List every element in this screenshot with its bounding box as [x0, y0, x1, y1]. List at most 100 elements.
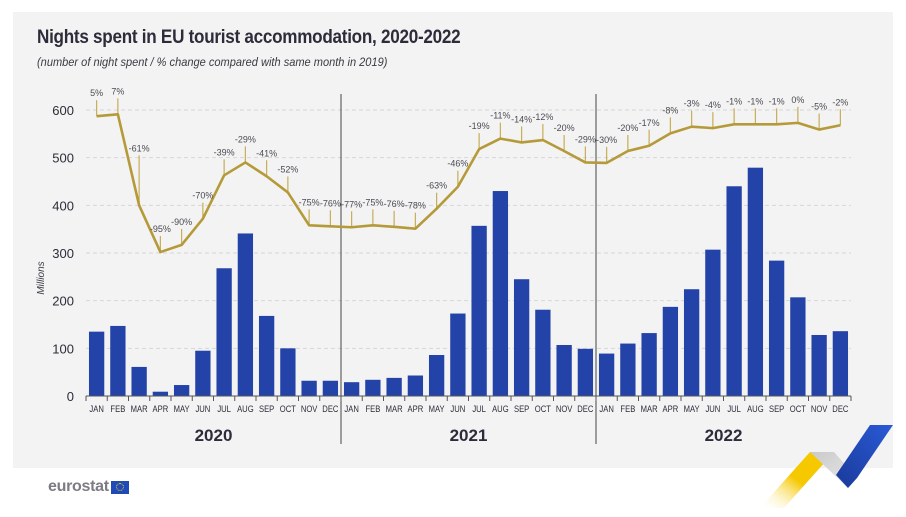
x-tick-label: DEC [832, 403, 848, 414]
y-axis-ticks: 0 100 200 300 400 500 600 [52, 103, 74, 404]
bar [428, 355, 445, 396]
x-tick-label: SEP [514, 403, 530, 414]
line-data-label: -12% [532, 112, 553, 122]
bar [450, 313, 466, 396]
yellow-stripe [760, 452, 834, 508]
y-tick-label: 0 [67, 389, 74, 404]
trend-line [96, 112, 841, 254]
x-axis: JAN FEB MAR APR MAY JUN JUL AUG SEP OCT NOV DEC JAN F… [85, 395, 852, 414]
line-data-label: -11% [490, 111, 510, 121]
x-tick-label: MAY [684, 403, 700, 414]
x-tick-label: NOV [556, 403, 573, 414]
line-data-label: -4% [705, 100, 721, 110]
x-tick-label: JUL [727, 403, 741, 414]
bar [513, 279, 530, 396]
line-data-label: -75% [362, 197, 383, 207]
line-data-label: 7% [111, 86, 124, 96]
line-data-label: -17% [639, 118, 660, 128]
line-data-label: -77% [341, 199, 362, 209]
line-data-label: -76% [384, 199, 405, 209]
x-tick-label: OCT [790, 403, 806, 414]
line-data-label: -14% [511, 114, 532, 124]
bar [768, 260, 785, 396]
x-tick-label: APR [408, 403, 424, 414]
x-tick-label: JUN [195, 403, 210, 414]
x-tick-label: JAN [89, 403, 103, 414]
line-data-label: -30% [596, 135, 617, 145]
year-labels: 2020 2021 2022 [195, 426, 743, 445]
line-data-label: -95% [150, 224, 171, 234]
bar [407, 375, 424, 396]
bar [280, 348, 296, 396]
line-data-label: 0% [791, 95, 804, 105]
line-data-label: -75% [299, 197, 320, 207]
chart-title: Nights spent in EU tourist accommodation… [37, 27, 461, 48]
x-tick-label: SEP [259, 403, 275, 414]
line-data-label: -20% [617, 123, 638, 133]
bar [365, 379, 381, 396]
bar [535, 309, 551, 396]
line-data-label: -41% [256, 148, 277, 158]
bar [88, 331, 105, 396]
bar [641, 333, 657, 396]
x-tick-label: JUN [705, 403, 720, 414]
bar [386, 377, 402, 396]
bar [705, 249, 721, 396]
x-tick-label: FEB [365, 403, 380, 414]
x-tick-label: JUN [450, 403, 465, 414]
bar [662, 306, 679, 396]
line-data-label: -52% [277, 164, 298, 174]
x-tick-label: MAR [386, 403, 403, 414]
line-data-label: -1% [769, 96, 785, 106]
line-data-label: -46% [447, 159, 468, 169]
x-tick-label: SEP [769, 403, 785, 414]
decorative-chevron-graphic [760, 425, 893, 508]
x-tick-label: JUL [472, 403, 486, 414]
year-dividers [340, 94, 597, 444]
bar [131, 366, 147, 396]
bar [598, 353, 615, 396]
line-data-label: -1% [726, 96, 742, 106]
x-tick-label: MAR [131, 403, 148, 414]
bar [152, 391, 169, 396]
y-tick-label: 200 [52, 294, 74, 309]
bar [173, 385, 190, 396]
x-tick-label: AUG [237, 403, 254, 414]
x-tick-label: JAN [344, 403, 358, 414]
blue-stripe [836, 425, 893, 488]
x-tick-label: APR [153, 403, 169, 414]
year-label: 2021 [450, 426, 488, 445]
x-tick-label: APR [663, 403, 679, 414]
bar [577, 348, 594, 396]
line-data-label: -19% [469, 121, 490, 131]
year-label: 2020 [195, 426, 233, 445]
bar [258, 315, 275, 396]
y-tick-label: 100 [52, 341, 74, 356]
combo-chart: 0 100 200 300 400 500 600 Millions JAN FEB MAR AP… [36, 86, 852, 445]
line-data-label: -29% [235, 134, 256, 144]
gridlines [86, 109, 851, 349]
line-data-label: -8% [662, 105, 678, 115]
x-tick-label: FEB [620, 403, 635, 414]
x-tick-label: DEC [577, 403, 593, 414]
bar-series [88, 167, 849, 396]
x-tick-label: OCT [280, 403, 296, 414]
line-data-label: 5% [90, 88, 103, 98]
bar [832, 331, 849, 396]
bar [620, 343, 636, 396]
y-tick-label: 300 [52, 246, 74, 261]
chart-subtitle: (number of night spent / % change compar… [37, 55, 388, 69]
x-tick-label: MAY [429, 403, 445, 414]
y-axis-label: Millions [36, 261, 47, 294]
x-tick-label: MAR [641, 403, 658, 414]
x-tick-label: JAN [599, 403, 613, 414]
bar [811, 334, 827, 396]
bar [556, 344, 572, 396]
line-data-label: -29% [575, 134, 596, 144]
bar [301, 380, 317, 396]
year-label: 2022 [705, 426, 743, 445]
y-tick-label: 400 [52, 198, 74, 213]
line-data-label: -78% [405, 201, 426, 211]
line-data-label: -70% [192, 191, 213, 201]
x-tick-label: AUG [492, 403, 509, 414]
